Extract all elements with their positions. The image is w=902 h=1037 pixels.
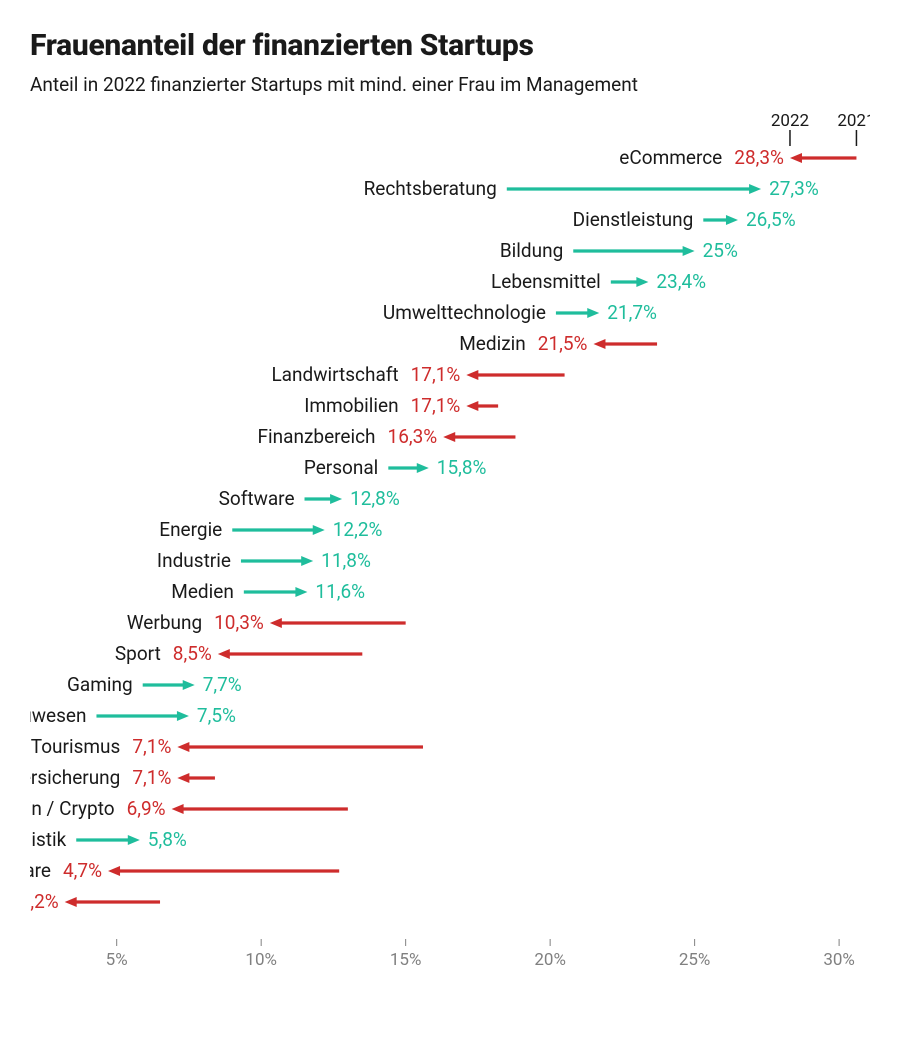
arrow-head-icon [172,804,184,814]
x-axis-tick: 25% [679,939,711,970]
value-label: 25% [703,239,738,262]
arrow-head-icon [177,773,189,783]
category-label: Sport [115,642,161,665]
value-label: 7,7% [203,673,242,696]
category-label: Hardware [30,859,51,882]
chart-plot-area: 2022 2021 28,3% eCommerce 27,3% Rechtsberatun… [30,112,870,1002]
value-label: 27,3% [769,177,819,200]
value-label: 21,5% [538,332,588,355]
value-label: 3,2% [30,890,59,913]
value-label: 11,6% [315,580,365,603]
category-label: eCommerce [619,146,722,169]
category-label: Finanzbereich [258,425,376,448]
category-label: Umwelttechnologie [383,301,546,324]
x-axis-tick: 15% [390,939,422,970]
svg-text:5%: 5% [106,950,128,970]
chart-subtitle: Anteil in 2022 finanzierter Startups mit… [30,73,872,96]
category-label: Lebensmittel [491,270,601,293]
category-label: Bildung [500,239,563,262]
arrow-head-icon [683,246,695,256]
arrow-head-icon [270,618,282,628]
category-label: Rechtsberatung [364,177,497,200]
arrow-head-icon [466,370,478,380]
chart-title: Frauenanteil der finanzierten Startups [30,28,872,63]
arrow-head-icon [313,525,325,535]
category-label: Landwirtschaft [271,363,398,386]
category-label: Medien [171,580,234,603]
value-label: 12,2% [333,518,383,541]
value-label: 21,7% [607,301,657,324]
value-label: 7,5% [197,704,236,727]
category-label: Versicherung [30,766,120,789]
arrow-head-icon [65,897,77,907]
category-label: Dienstleistung [573,208,694,231]
value-label: 5,8% [148,828,187,851]
svg-text:20%: 20% [534,950,566,970]
arrow-head-icon [417,463,429,473]
arrow-head-icon [636,277,648,287]
category-label: Logistik [30,828,67,851]
value-label: 16,3% [388,425,438,448]
category-label: Medizin [459,332,526,355]
value-label: 17,1% [411,363,461,386]
value-label: 26,5% [746,208,796,231]
category-label: Blockchain / Crypto [30,797,115,820]
x-axis-tick: 20% [534,939,566,970]
arrow-head-icon [108,866,120,876]
category-label: Gaming [67,673,133,696]
arrow-head-icon [330,494,342,504]
value-label: 12,8% [350,487,400,510]
page: Frauenanteil der finanzierten Startups A… [0,0,902,1037]
arrow-head-icon [128,835,140,845]
arrow-head-icon [790,153,802,163]
arrow-head-icon [749,184,761,194]
value-label: 28,3% [734,146,784,169]
value-label: 7,1% [132,735,171,758]
x-axis-tick: 10% [245,939,277,970]
value-label: 4,7% [63,859,102,882]
value-label: 23,4% [656,270,706,293]
value-label: 17,1% [411,394,461,417]
category-label: Werbung [127,611,202,634]
x-axis-tick: 5% [106,939,128,970]
arrow-head-icon [177,742,189,752]
arrow-head-icon [587,308,599,318]
value-label: 7,1% [132,766,171,789]
x-axis-tick: 30% [823,939,855,970]
arrow-head-icon [466,401,478,411]
svg-text:15%: 15% [390,950,422,970]
arrow-head-icon [593,339,605,349]
svg-text:10%: 10% [245,950,277,970]
arrow-head-icon [218,649,230,659]
value-label: 10,3% [214,611,264,634]
category-label: Personal [304,456,378,479]
svg-text:25%: 25% [679,950,711,970]
value-label: 6,9% [127,797,166,820]
category-label: Tourismus [31,735,121,758]
arrow-head-icon [726,215,738,225]
arrow-head-icon [301,556,313,566]
svg-text:30%: 30% [823,950,855,970]
arrow-head-icon [295,587,307,597]
value-label: 15,8% [437,456,487,479]
value-label: 11,8% [321,549,371,572]
category-label: Software [219,487,295,510]
arrow-head-icon [177,711,189,721]
arrow-head-icon [183,680,195,690]
category-label: Immobilien [304,394,398,417]
arrow-chart-svg: 2022 2021 28,3% eCommerce 27,3% Rechtsberatun… [30,112,870,1002]
category-label: Energie [159,518,222,541]
category-label: Bauwesen [30,704,86,727]
value-label: 8,5% [173,642,212,665]
arrow-head-icon [443,432,455,442]
category-label: Industrie [157,549,231,572]
year-label-2022: 2022 [771,112,809,131]
year-label-2021: 2021 [837,112,870,131]
